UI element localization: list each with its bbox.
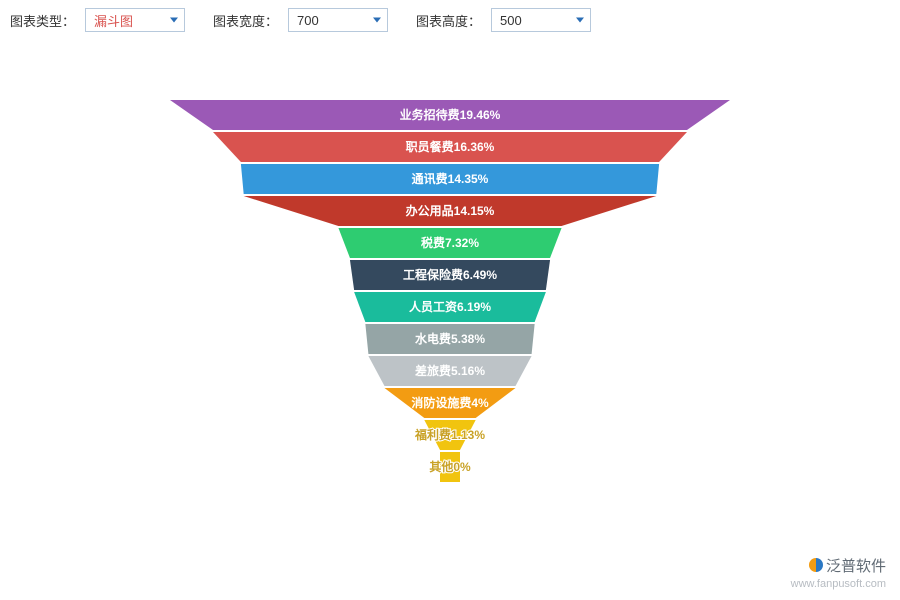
chart-height-select[interactable]: 500 (491, 8, 591, 32)
funnel-segment-label: 消防设施费4% (411, 395, 489, 410)
chart-controls-toolbar: 图表类型： 漏斗图 图表宽度： 700 图表高度： 500 (0, 0, 900, 40)
chart-type-select[interactable]: 漏斗图 (85, 8, 185, 32)
funnel-segment-label: 办公用品14.15% (406, 203, 495, 218)
funnel-segment-label: 水电费5.38% (415, 331, 485, 346)
funnel-svg: 业务招待费19.46% 职员餐费16.36% 通讯费14.35% 办公用品14.15%… (100, 60, 800, 560)
brand-logo-icon (808, 557, 824, 578)
chart-width-label: 图表宽度： (213, 11, 278, 30)
chart-type-value: 漏斗图 (94, 11, 133, 30)
funnel-segment-label: 职员餐费16.36% (406, 139, 495, 154)
funnel-segment-label: 福利费1.13% (414, 427, 485, 442)
chart-width-value: 700 (297, 13, 319, 28)
chevron-down-icon (576, 18, 584, 23)
funnel-segment-label: 工程保险费6.49% (403, 267, 497, 282)
funnel-segment-label: 通讯费14.35% (412, 171, 489, 186)
chart-height-value: 500 (500, 13, 522, 28)
funnel-segment-label: 差旅费5.16% (414, 363, 485, 378)
funnel-segment-label: 其他0% (429, 459, 471, 474)
funnel-segment-label: 人员工资6.19% (409, 299, 491, 314)
chevron-down-icon (373, 18, 381, 23)
watermark: 泛普软件 www.fanpusoft.com (791, 557, 886, 590)
funnel-chart: 业务招待费19.46% 职员餐费16.36% 通讯费14.35% 办公用品14.15%… (100, 60, 800, 560)
brand-url: www.fanpusoft.com (791, 578, 886, 590)
chevron-down-icon (170, 18, 178, 23)
chart-height-label: 图表高度： (416, 11, 481, 30)
chart-type-label: 图表类型： (10, 11, 75, 30)
brand-text: 泛普软件 (826, 559, 886, 576)
chart-width-select[interactable]: 700 (288, 8, 388, 32)
funnel-segment-label: 税费7.32% (421, 235, 479, 250)
funnel-segment-label: 业务招待费19.46% (400, 107, 501, 122)
